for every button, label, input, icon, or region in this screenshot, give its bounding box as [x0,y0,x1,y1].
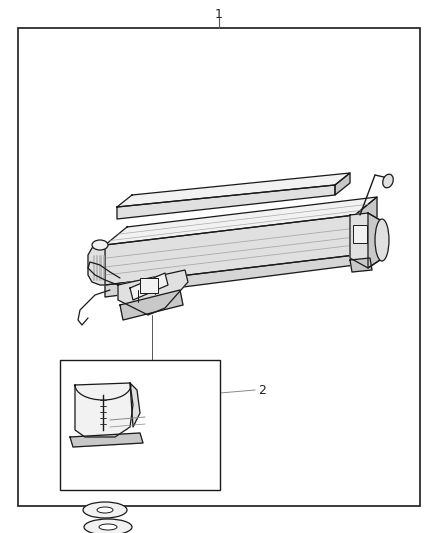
Polygon shape [75,383,133,437]
Bar [353,225,367,243]
Polygon shape [118,270,188,315]
Ellipse shape [375,219,389,261]
Polygon shape [117,173,350,207]
Ellipse shape [97,507,113,513]
Polygon shape [88,245,105,285]
Polygon shape [130,273,168,300]
Polygon shape [335,173,350,195]
Polygon shape [350,213,380,268]
Ellipse shape [383,174,393,188]
Polygon shape [368,213,380,268]
Ellipse shape [92,240,108,250]
Polygon shape [355,197,377,255]
Polygon shape [105,255,355,297]
Ellipse shape [99,524,117,530]
Ellipse shape [83,502,127,518]
Bar [18,28,420,506]
Text: 1: 1 [215,7,223,20]
Polygon shape [117,185,335,219]
Ellipse shape [84,519,132,533]
Polygon shape [120,290,183,320]
Bar [140,278,158,293]
Polygon shape [350,258,372,272]
Text: 2: 2 [258,384,266,397]
Polygon shape [130,383,140,427]
Polygon shape [70,433,143,447]
Polygon shape [105,215,355,285]
Bar [60,360,220,490]
Polygon shape [105,197,377,245]
